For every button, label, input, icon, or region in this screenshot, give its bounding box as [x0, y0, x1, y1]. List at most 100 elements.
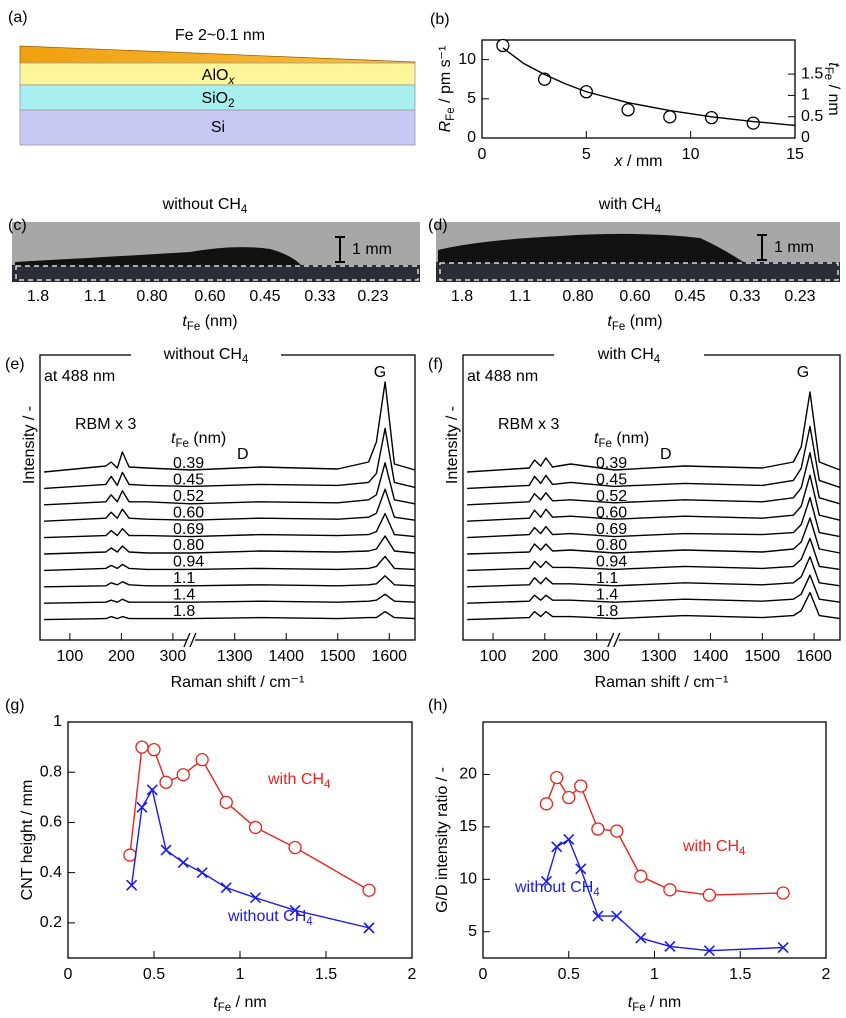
spectrum — [44, 593, 416, 604]
spectrum — [44, 512, 416, 539]
photo-axis-label: tFe (nm) — [607, 313, 662, 333]
trace-label: 1.8 — [596, 603, 618, 620]
y-tick-label: 5 — [467, 90, 476, 107]
panel-label: (h) — [428, 697, 448, 714]
series-line — [545, 838, 784, 952]
spectrum — [467, 517, 841, 555]
point — [663, 110, 677, 124]
legend-title: tFe (nm) — [594, 430, 649, 450]
trace-label: 1.4 — [173, 586, 195, 603]
x-tick-label: 2 — [408, 966, 417, 983]
trace-label: 1.1 — [173, 570, 195, 587]
point — [635, 932, 647, 944]
annotation: at 488 nm — [44, 368, 115, 385]
trace-label: 1.4 — [596, 586, 618, 603]
photo-axis-label: tFe (nm) — [182, 313, 237, 333]
panel-label: (c) — [8, 217, 27, 234]
plot-frame — [39, 354, 416, 641]
x-tick-label: 100 — [480, 648, 507, 665]
annotation: G — [374, 364, 386, 381]
point — [146, 784, 158, 796]
x-tick-label: 200 — [531, 648, 558, 665]
spectrum — [44, 488, 416, 522]
position-label: 1.8 — [27, 288, 49, 305]
point — [777, 941, 789, 954]
photo-title-part: 4 — [655, 204, 662, 216]
y-tick-label: 0.6 — [40, 814, 62, 831]
photo-title-part: with CH — [598, 196, 655, 213]
point — [135, 740, 149, 754]
x-tick-label: 5 — [582, 146, 591, 163]
scale-label: 1 mm — [352, 241, 392, 258]
x-tick-label: 1 — [236, 966, 245, 983]
x-tick-label: 1.5 — [729, 966, 751, 983]
y-tick-label: 20 — [459, 766, 477, 783]
annotation: RBM x 3 — [498, 416, 559, 433]
axis-break — [610, 634, 619, 646]
point — [550, 770, 564, 785]
point — [147, 742, 161, 757]
panel-title-part: with CH — [597, 346, 654, 363]
annotation: G — [797, 364, 809, 381]
trace-label: 0.60 — [173, 504, 204, 521]
trace-label: 0.80 — [173, 537, 204, 554]
y-tick-label: 15 — [459, 818, 477, 835]
series-label-part: 4 — [306, 916, 313, 928]
point — [562, 790, 576, 805]
x-tick-label: 300 — [583, 648, 610, 665]
spectrum — [467, 474, 841, 522]
x-axis-label: tFe / nm — [628, 994, 681, 1014]
layer-label: SiO2 — [201, 90, 234, 110]
y-tick-label: 0.4 — [40, 864, 62, 881]
sio2-layer — [19, 84, 416, 111]
x-tick-label: 0 — [479, 966, 488, 983]
panel-title: without CH4 — [163, 346, 249, 366]
cnt-forest — [438, 233, 745, 263]
y-tick-label: 0 — [467, 129, 476, 146]
y-axis-label: Intensity / - — [444, 406, 461, 484]
y2-tick-label: 1.5 — [801, 65, 823, 82]
series-label-part: 4 — [324, 779, 331, 791]
y-axis-label-part: R — [437, 120, 454, 132]
y-tick-label: 10 — [458, 51, 476, 68]
photo-axis-label-part: t — [607, 313, 612, 330]
plot-frame — [481, 39, 796, 139]
legend-title-part: t — [171, 430, 176, 447]
spectrum — [467, 425, 841, 490]
x-axis-label-part: / nm — [646, 994, 682, 1011]
x-tick-label: 2 — [822, 966, 831, 983]
series-line — [129, 746, 370, 891]
trace-label: 1.1 — [596, 570, 618, 587]
series-label: with CH4 — [682, 838, 746, 858]
position-label: 0.80 — [136, 288, 167, 305]
point — [195, 753, 209, 767]
layer-label-part: SiO — [201, 90, 228, 107]
position-label: 0.45 — [249, 288, 280, 305]
photo-axis-label-part: (nm) — [625, 313, 662, 330]
layer-label: Si — [211, 119, 225, 136]
x-tick-label: 15 — [786, 146, 804, 163]
plot-frame — [462, 354, 841, 641]
annotation: at 488 nm — [467, 368, 538, 385]
x-tick-label: 1600 — [371, 648, 407, 665]
point — [663, 883, 677, 897]
point — [288, 840, 302, 855]
x-tick-label: 300 — [160, 648, 187, 665]
spectrum — [467, 574, 841, 604]
y-tick-label: 0.2 — [40, 914, 62, 931]
point — [219, 795, 233, 809]
annotation: D — [660, 446, 672, 463]
point — [539, 797, 554, 811]
axis-break-mark — [613, 632, 621, 648]
x-axis-label-part: / mm — [623, 153, 663, 170]
photo-axis-label-part: t — [182, 313, 187, 330]
y-axis-label-part: / pm s⁻¹ — [437, 46, 454, 108]
panel-label: (f) — [428, 356, 443, 373]
point — [703, 945, 715, 957]
panel-label: (b) — [430, 11, 450, 28]
axis-break-mark — [607, 632, 615, 648]
x-tick-label: 1.5 — [315, 966, 337, 983]
y-tick-label: 1 — [53, 713, 62, 730]
x-axis-label-part: Fe — [632, 1002, 645, 1014]
